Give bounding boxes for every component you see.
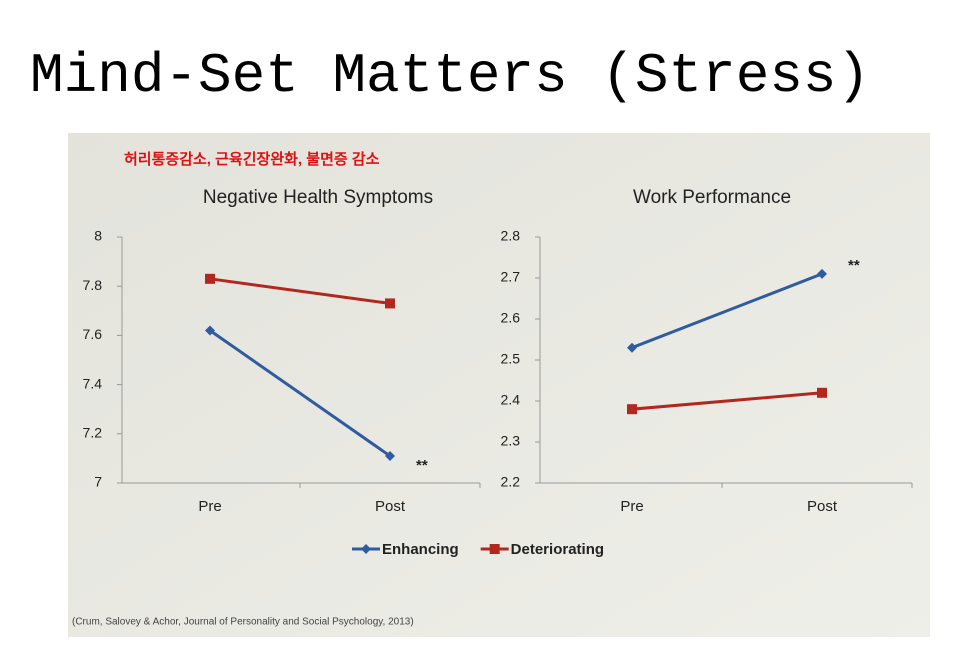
data-point	[385, 450, 395, 461]
data-point	[817, 387, 827, 398]
y-tick-label: 2.3	[501, 433, 521, 449]
citation: (Crum, Salovey & Achor, Journal of Perso…	[72, 617, 414, 628]
legend-marker	[361, 544, 371, 554]
data-point	[205, 273, 215, 284]
series-line	[631, 272, 823, 350]
chart-title: Negative Health Symptoms	[203, 187, 433, 208]
significance-note: **	[848, 257, 860, 274]
slide-title: Mind-Set Matters (Stress)	[30, 44, 870, 108]
x-tick-label: Pre	[620, 498, 643, 515]
y-tick-label: 2.7	[501, 269, 521, 285]
y-tick-label: 7.6	[83, 326, 103, 342]
y-tick-label: 2.6	[501, 310, 521, 326]
y-tick-label: 7.8	[83, 277, 103, 293]
data-point	[205, 325, 215, 336]
legend-marker	[489, 544, 500, 554]
data-point	[385, 298, 395, 309]
y-tick-label: 2.2	[501, 474, 521, 490]
chart-title: Work Performance	[633, 187, 791, 208]
series-line	[631, 391, 823, 411]
y-tick-label: 7	[94, 474, 102, 490]
legend-label: Deteriorating	[511, 541, 604, 558]
y-tick-label: 2.5	[501, 351, 521, 367]
y-tick-label: 2.4	[501, 392, 521, 408]
data-point	[817, 268, 827, 279]
x-tick-label: Post	[807, 498, 838, 515]
series-line	[209, 329, 391, 458]
x-tick-label: Post	[375, 498, 406, 515]
y-tick-label: 8	[94, 228, 102, 244]
x-tick-label: Pre	[198, 498, 221, 515]
significance-note: **	[416, 457, 428, 474]
panel	[68, 133, 930, 637]
annotation: 허리통증감소, 근육긴장완화, 불면증 감소	[124, 150, 380, 168]
series-line	[209, 277, 391, 305]
legend-label: Enhancing	[382, 541, 459, 558]
data-point	[627, 404, 637, 415]
y-tick-label: 7.2	[83, 425, 103, 441]
data-point	[627, 342, 637, 353]
y-tick-label: 7.4	[83, 375, 103, 391]
y-tick-label: 2.8	[501, 228, 521, 244]
